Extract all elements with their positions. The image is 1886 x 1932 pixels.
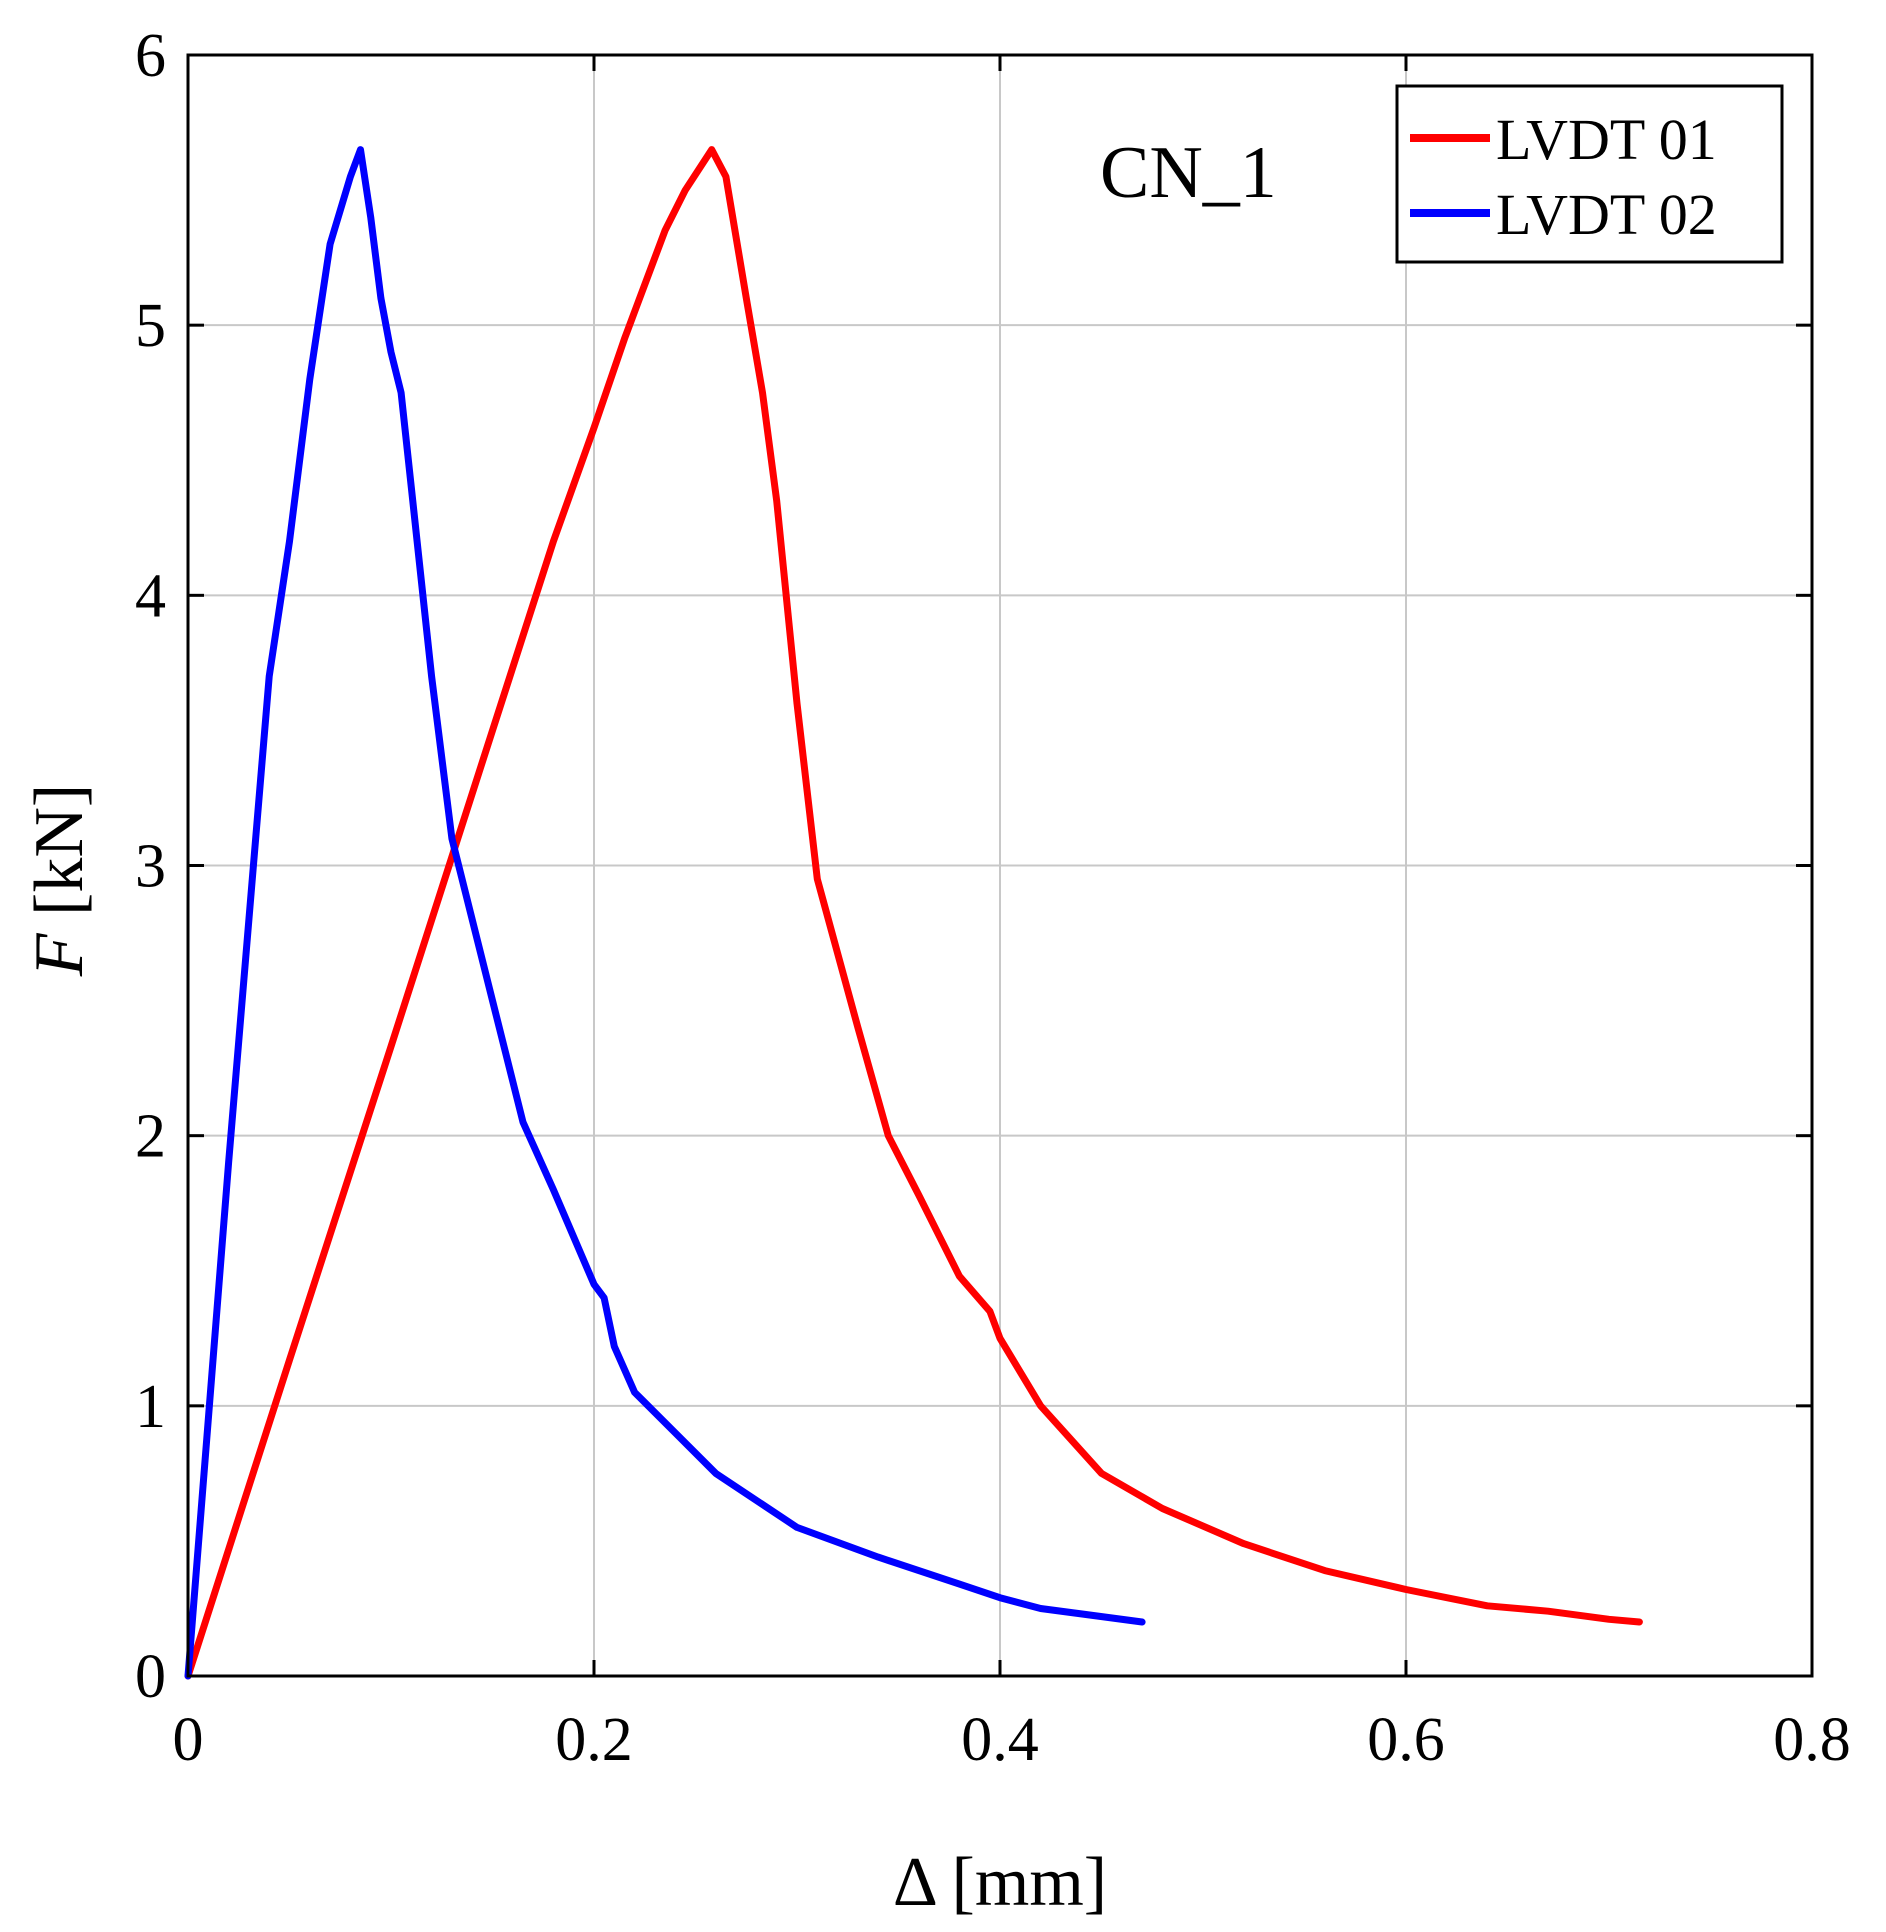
legend-box (1395, 84, 1784, 264)
series-line-lvdt01 (184, 146, 1643, 1680)
x-tick-label: 0.2 (555, 1706, 633, 1774)
specimen-annotation: CN_1 (1100, 132, 1277, 214)
x-tick-label: 0.8 (1773, 1706, 1851, 1774)
y-tick-label: 6 (135, 22, 166, 90)
x-axis-title: Δ [mm] (893, 1844, 1107, 1921)
legend-label-lvdt01: LVDT 01 (1496, 107, 1717, 172)
series-line-lvdt02 (184, 146, 1146, 1680)
y-axis-title-unit: [kN] (21, 784, 98, 934)
legend-label-lvdt02: LVDT 02 (1496, 182, 1717, 247)
y-tick-label: 4 (135, 562, 166, 630)
y-tick-label: 1 (135, 1373, 166, 1441)
x-tick-label: 0 (173, 1706, 204, 1774)
grid-layer (187, 54, 1813, 1677)
legend: LVDT 01 LVDT 02 (1395, 84, 1784, 264)
ticks-layer: 0 0.2 0.4 0.6 0.8 0 1 2 3 4 5 6 (135, 22, 1851, 1774)
y-axis-title: F [kN] (21, 784, 98, 977)
y-tick-label: 2 (135, 1103, 166, 1171)
y-tick-label: 5 (135, 292, 166, 360)
series-layer (184, 146, 1643, 1680)
y-axis-title-symbol: F (21, 932, 98, 977)
x-tick-label: 0.4 (961, 1706, 1039, 1774)
y-tick-label: 0 (135, 1643, 166, 1711)
y-tick-label: 3 (135, 833, 166, 901)
x-tick-label: 0.6 (1367, 1706, 1445, 1774)
